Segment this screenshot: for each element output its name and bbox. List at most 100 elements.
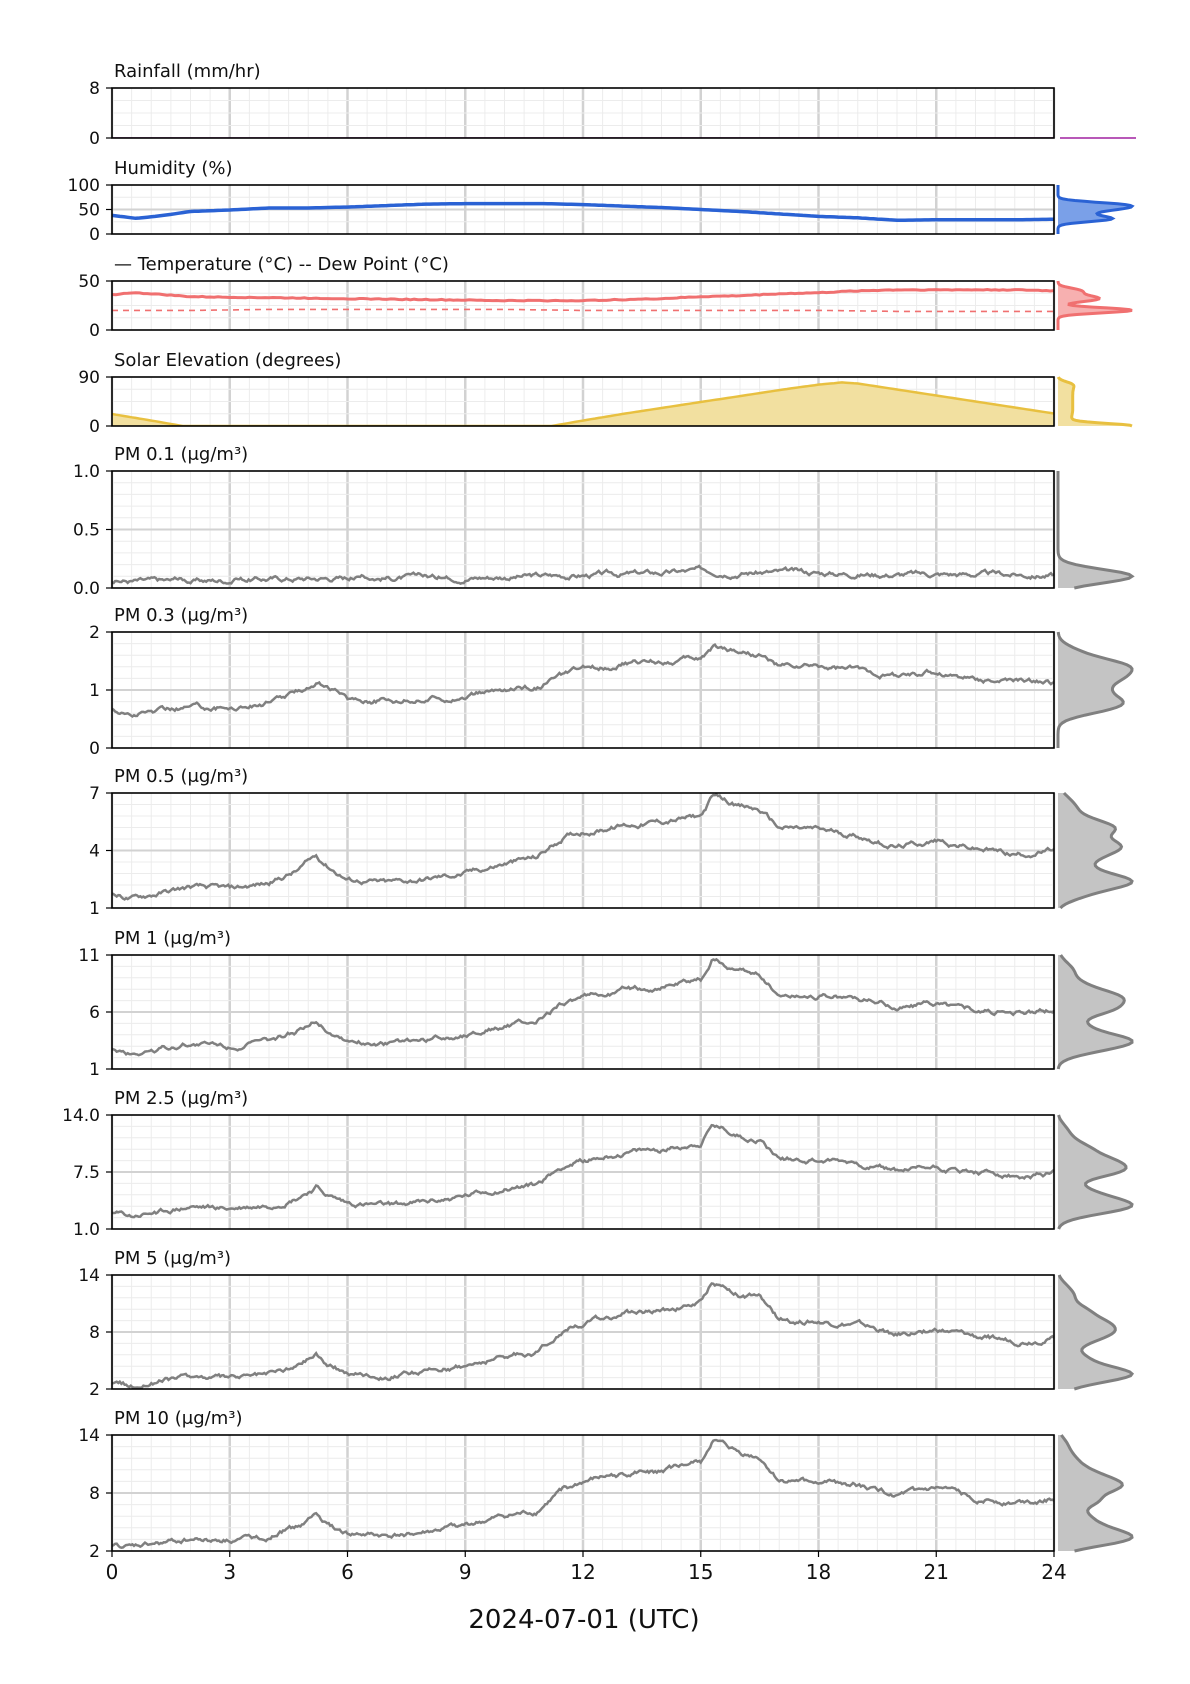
series-line	[112, 1123, 1054, 1219]
density-line	[1056, 376, 1133, 428]
density-line	[1057, 1274, 1135, 1391]
panel-frame	[111, 1114, 1055, 1230]
series-line	[112, 381, 1054, 426]
panel-pm10: 2 8 14 PM 10 (μg/m³)	[78, 1408, 1134, 1562]
density-fill	[1058, 632, 1132, 748]
series-line	[112, 1438, 1054, 1549]
panel-frame	[111, 470, 1055, 589]
y-tick-label: 8	[89, 1323, 100, 1343]
density-line	[1056, 185, 1135, 234]
panel-title: PM 2.5 (μg/m³)	[114, 1088, 248, 1109]
x-tick-label: 18	[806, 1560, 831, 1584]
y-tick-label: 14.0	[62, 1106, 100, 1126]
panel-title: PM 0.3 (μg/m³)	[114, 605, 248, 626]
panel-frame	[111, 631, 1055, 749]
series-line-temperature	[112, 287, 1054, 303]
panel-frame	[111, 184, 1055, 235]
panel-frame	[111, 376, 1055, 427]
y-tick-label: 14	[78, 1426, 100, 1446]
panel-title: PM 5 (μg/m³)	[114, 1248, 231, 1269]
series-line	[112, 793, 1054, 901]
x-tick-label: 12	[570, 1560, 595, 1584]
density-line	[1057, 1114, 1134, 1230]
y-tick-label: 0.5	[73, 521, 100, 541]
x-tick-label: 15	[688, 1560, 713, 1584]
panel-title: PM 0.1 (μg/m³)	[114, 444, 248, 465]
panel-title: Solar Elevation (degrees)	[114, 350, 341, 371]
panel-frame	[111, 792, 1055, 909]
panel-solar: 0 90 Solar Elevation (degrees)	[78, 350, 1133, 437]
plot-area	[112, 287, 1054, 313]
panel-pm1: 1 6 11 PM 1 (μg/m³)	[78, 928, 1134, 1080]
y-tick-label: 2	[89, 623, 100, 643]
panel-frame	[111, 87, 1055, 139]
y-tick-label: 4	[89, 842, 100, 862]
x-tick-label: 6	[341, 1560, 354, 1584]
plot-area	[112, 381, 1054, 426]
y-tick-label: 7.5	[73, 1163, 100, 1183]
panel-pm05: 1 4 7 PM 0.5 (μg/m³)	[89, 766, 1134, 919]
y-tick-label: 1.0	[73, 462, 100, 482]
x-tick-label: 24	[1041, 1560, 1066, 1584]
panel-pm01: 0.0 0.5 1.0 PM 0.1 (μg/m³)	[73, 444, 1135, 599]
density-fill	[1058, 281, 1132, 330]
series-line-dew-point	[112, 308, 1054, 313]
panel-humidity: 0 50 100 Humidity (%)	[68, 158, 1135, 245]
panel-frame	[111, 954, 1055, 1070]
density-fill	[1058, 1275, 1132, 1389]
plot-area	[112, 201, 1054, 223]
y-tick-label: 14	[78, 1266, 100, 1286]
density-fill	[1058, 377, 1132, 426]
x-tick-label: 0	[106, 1560, 119, 1584]
y-tick-label: 1.0	[73, 1220, 100, 1240]
y-tick-label: 1	[89, 899, 100, 919]
panel-pm25: 1.0 7.5 14.0 PM 2.5 (μg/m³)	[62, 1088, 1134, 1240]
y-tick-label: 0.0	[73, 579, 100, 599]
plot-area	[112, 564, 1054, 585]
density-fill	[1058, 793, 1132, 908]
density-line	[1056, 954, 1134, 1070]
y-tick-label: 50	[78, 272, 100, 292]
panel-pm5: 2 8 14 PM 5 (μg/m³)	[78, 1248, 1135, 1400]
panel-title: — Temperature (°C) -- Dew Point (°C)	[114, 254, 449, 275]
panel-title: Rainfall (mm/hr)	[114, 61, 261, 82]
density-fill	[1058, 471, 1132, 588]
panel-temperature: 0 50 — Temperature (°C) -- Dew Point (°C)	[78, 254, 1133, 341]
panel-title: Humidity (%)	[114, 158, 233, 179]
series-line	[112, 564, 1054, 585]
y-tick-label: 2	[89, 1542, 100, 1562]
density-line	[1059, 791, 1134, 910]
y-tick-label: 0	[89, 225, 100, 245]
density-fill	[1058, 1115, 1132, 1229]
y-tick-label: 11	[78, 946, 100, 966]
panel-frame	[111, 280, 1055, 331]
y-tick-label: 0	[89, 417, 100, 437]
y-tick-label: 50	[78, 201, 100, 221]
y-tick-label: 90	[78, 368, 100, 388]
y-tick-label: 0	[89, 129, 100, 149]
density-line	[1056, 631, 1134, 748]
plot-area	[112, 1438, 1054, 1549]
y-tick-label: 1	[89, 1060, 100, 1080]
y-tick-label: 0	[89, 321, 100, 341]
series-line	[112, 1282, 1054, 1389]
x-tick-label: 9	[459, 1560, 472, 1584]
panel-title: PM 0.5 (μg/m³)	[114, 766, 248, 787]
density-line	[1056, 280, 1133, 330]
density-line	[1060, 1434, 1134, 1553]
panel-title: PM 10 (μg/m³)	[114, 1408, 242, 1429]
solar-area	[112, 382, 1054, 426]
y-tick-label: 8	[89, 79, 100, 99]
x-axis-label: 2024-07-01 (UTC)	[468, 1605, 699, 1635]
panel-title: PM 1 (μg/m³)	[114, 928, 231, 949]
y-tick-label: 0	[89, 739, 100, 759]
series-line	[112, 201, 1054, 223]
y-tick-label: 100	[68, 176, 100, 196]
panel-rainfall: 0 8 Rainfall (mm/hr)	[89, 61, 1136, 149]
x-tick-label: 21	[924, 1560, 949, 1584]
y-tick-label: 2	[89, 1380, 100, 1400]
y-tick-label: 1	[89, 681, 100, 701]
density-fill	[1058, 1435, 1132, 1551]
